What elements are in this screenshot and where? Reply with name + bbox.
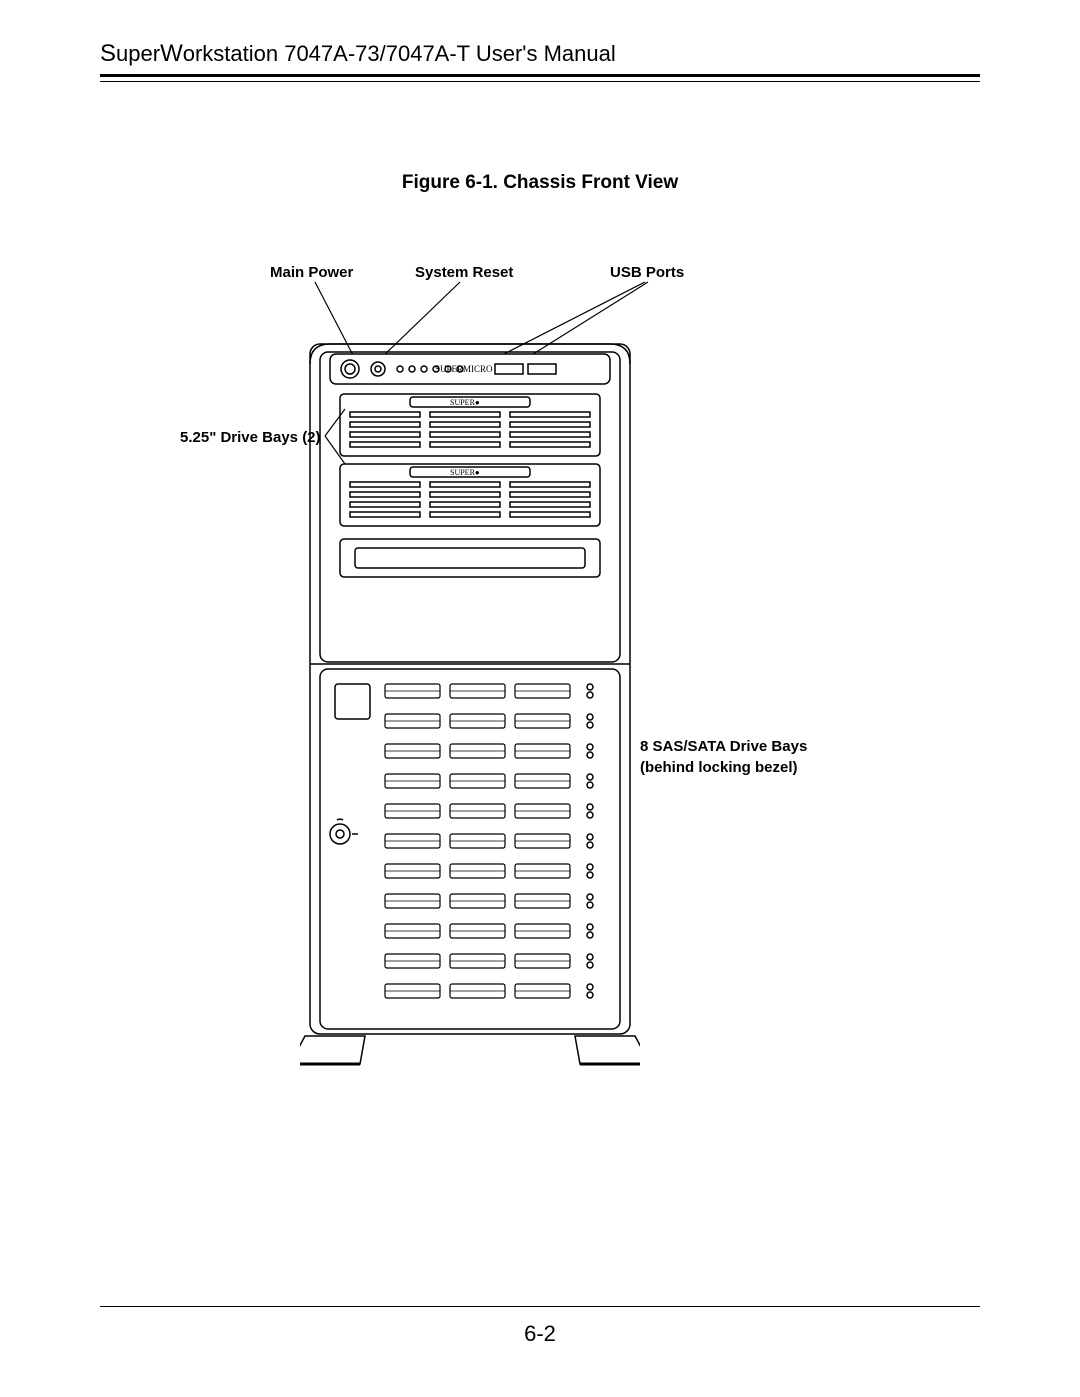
brand-bay-2: SUPER● — [450, 468, 480, 477]
diagram-area: Main Power System Reset USB Ports 5.25" … — [100, 264, 980, 1084]
callout-system-reset: System Reset — [415, 264, 513, 281]
header-s1: S — [100, 40, 116, 67]
brand-bay-1: SUPER● — [450, 398, 480, 407]
callout-main-power: Main Power — [270, 264, 353, 281]
footer-rule — [100, 1306, 980, 1307]
header-w: W — [160, 40, 183, 67]
callout-sas-sata: 8 SAS/SATA Drive Bays (behind locking be… — [640, 736, 840, 778]
header-rest: orkstation 7047A-73/7047A-T User's Manua… — [183, 41, 616, 66]
header-rule — [100, 74, 980, 82]
figure-title: Figure 6-1. Chassis Front View — [100, 172, 980, 194]
brand-top: SUPERMICRO — [435, 364, 493, 374]
callout-sas-sata-l2: (behind locking bezel) — [640, 759, 798, 776]
callout-usb-ports: USB Ports — [610, 264, 684, 281]
header-mid: uper — [116, 41, 160, 66]
callout-sas-sata-l1: 8 SAS/SATA Drive Bays — [640, 738, 807, 755]
page-number: 6-2 — [0, 1321, 1080, 1347]
chassis-diagram: SUPERMICRO SUPER● SUPER● — [300, 324, 640, 1084]
page-header: SuperWorkstation 7047A-73/7047A-T User's… — [100, 40, 980, 68]
